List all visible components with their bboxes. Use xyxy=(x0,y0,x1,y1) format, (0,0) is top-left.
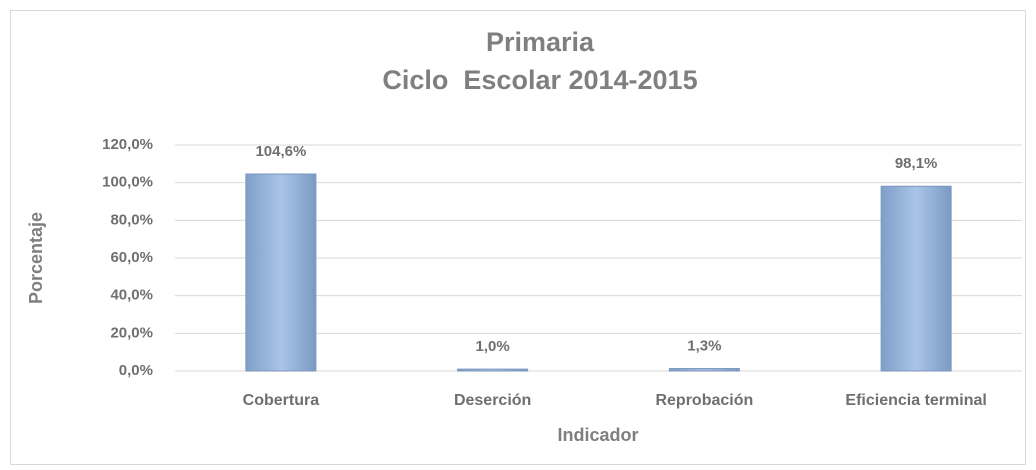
y-tick-label: 0,0% xyxy=(119,362,153,379)
x-tick-label: Reprobación xyxy=(655,392,753,409)
y-tick-label: 100,0% xyxy=(102,174,153,191)
y-tick-label: 120,0% xyxy=(102,136,153,153)
y-tick-label: 80,0% xyxy=(110,211,153,228)
bar xyxy=(668,368,740,372)
data-label: 1,3% xyxy=(687,338,721,355)
bar xyxy=(457,368,529,372)
bar xyxy=(880,185,952,372)
data-label: 1,0% xyxy=(476,338,510,355)
data-label: 98,1% xyxy=(895,155,938,172)
y-axis-label: Porcentaje xyxy=(26,212,46,304)
chart-subtitle: Ciclo Escolar 2014-2015 xyxy=(382,65,697,95)
y-tick-label: 40,0% xyxy=(110,287,153,304)
x-tick-label: Cobertura xyxy=(243,392,320,409)
y-tick-label: 20,0% xyxy=(110,324,153,341)
chart-border xyxy=(10,10,1026,465)
x-tick-label: Deserción xyxy=(454,392,531,409)
x-axis-label: Indicador xyxy=(557,425,638,445)
chart-title: Primaria xyxy=(486,27,595,57)
x-tick-label: Eficiencia terminal xyxy=(845,392,986,409)
y-tick-label: 60,0% xyxy=(110,249,153,266)
bar xyxy=(245,173,317,372)
data-label: 104,6% xyxy=(255,143,306,160)
